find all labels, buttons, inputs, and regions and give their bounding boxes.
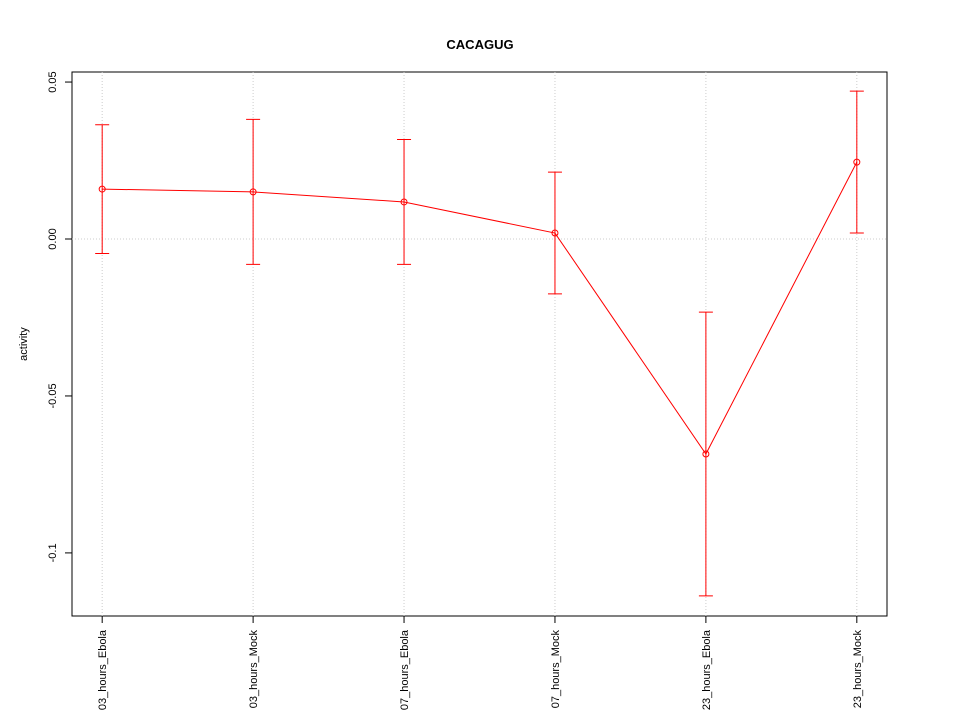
x-tick-label: 03_hours_Mock: [248, 630, 260, 709]
point: [551, 229, 559, 237]
y-tick-label: -0.05: [47, 383, 59, 408]
point: [249, 188, 257, 196]
error-bar: [95, 124, 110, 254]
y-axis-label: activity: [18, 327, 30, 361]
x-tick-label: 07_hours_Ebola: [399, 629, 411, 710]
x-tick-label: 07_hours_Mock: [550, 630, 562, 709]
point: [400, 198, 408, 206]
point: [702, 450, 710, 458]
error-bar: [698, 311, 713, 597]
error-bar: [397, 138, 412, 265]
x-tick-label: 23_hours_Ebola: [701, 629, 713, 710]
x-tick-label: 03_hours_Ebola: [97, 629, 109, 710]
chart-title: CACAGUG: [446, 37, 513, 52]
y-tick-label: 0.05: [47, 71, 59, 92]
y-tick-label: -0.1: [47, 543, 59, 562]
plot-frame: [71, 71, 888, 617]
point: [853, 158, 861, 166]
error-bar: [849, 90, 864, 234]
y-tick-label: 0.00: [47, 228, 59, 249]
x-tick-label: 23_hours_Mock: [852, 630, 864, 709]
error-bar: [547, 171, 562, 295]
series-line: [102, 161, 858, 455]
point: [98, 185, 106, 193]
error-bar: [246, 118, 261, 265]
